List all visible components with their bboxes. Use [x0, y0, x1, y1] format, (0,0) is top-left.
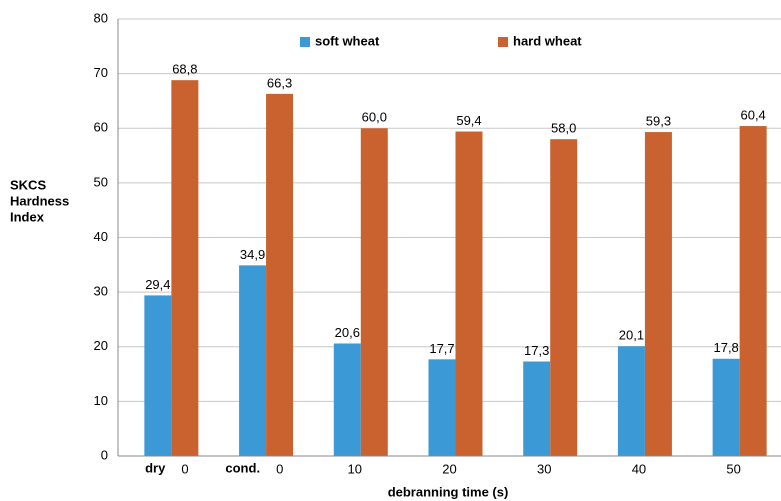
value-label: 59,3: [646, 114, 671, 129]
value-label: 58,0: [551, 121, 576, 136]
value-label: 60,0: [362, 110, 387, 125]
x-tick-label: 40: [632, 461, 646, 476]
legend-label: hard wheat: [513, 33, 582, 48]
x-axis-label: debranning time (s): [388, 484, 509, 499]
y-tick-label: 20: [94, 338, 108, 353]
bar: [428, 359, 456, 456]
legend-swatch: [300, 37, 310, 47]
x-tick-prefix: cond.: [225, 460, 260, 475]
y-axis-label: Index: [10, 209, 45, 224]
y-tick-label: 60: [94, 120, 108, 135]
y-tick-label: 40: [94, 229, 108, 244]
x-tick-label: 20: [442, 461, 456, 476]
y-tick-label: 80: [94, 10, 108, 25]
x-tick-label: 0: [276, 461, 283, 476]
bar: [171, 80, 199, 457]
y-axis-label: Hardness: [10, 193, 69, 208]
y-tick-label: 10: [94, 393, 108, 408]
value-label: 68,8: [172, 62, 197, 77]
bar: [144, 295, 172, 456]
bar: [360, 128, 388, 456]
bar: [239, 265, 267, 456]
y-tick-label: 50: [94, 174, 108, 189]
y-axis-label: SKCS: [10, 177, 46, 192]
bar: [550, 139, 578, 457]
value-label: 17,3: [524, 343, 549, 358]
value-label: 60,4: [740, 108, 765, 123]
bar: [644, 132, 672, 457]
y-tick-label: 70: [94, 65, 108, 80]
bar: [455, 131, 483, 456]
bar: [523, 361, 551, 456]
value-label: 66,3: [267, 75, 292, 90]
value-label: 17,7: [429, 341, 454, 356]
y-tick-label: 30: [94, 284, 108, 299]
x-tick-label: 30: [537, 461, 551, 476]
legend-swatch: [498, 37, 508, 47]
value-label: 59,4: [456, 113, 481, 128]
value-label: 17,8: [713, 340, 738, 355]
legend-label: soft wheat: [315, 33, 380, 48]
bar: [266, 93, 294, 457]
value-label: 34,9: [240, 247, 265, 262]
bar: [739, 126, 767, 456]
bar: [333, 343, 361, 456]
x-tick-label: 10: [348, 461, 362, 476]
bar: [617, 346, 645, 456]
value-label: 29,4: [145, 277, 170, 292]
value-label: 20,1: [619, 328, 644, 343]
x-tick-label: 0: [181, 461, 188, 476]
x-tick-label: 50: [726, 461, 740, 476]
bar: [712, 358, 740, 456]
y-tick-label: 0: [101, 447, 108, 462]
value-label: 20,6: [335, 325, 360, 340]
x-tick-prefix: dry: [145, 460, 166, 475]
